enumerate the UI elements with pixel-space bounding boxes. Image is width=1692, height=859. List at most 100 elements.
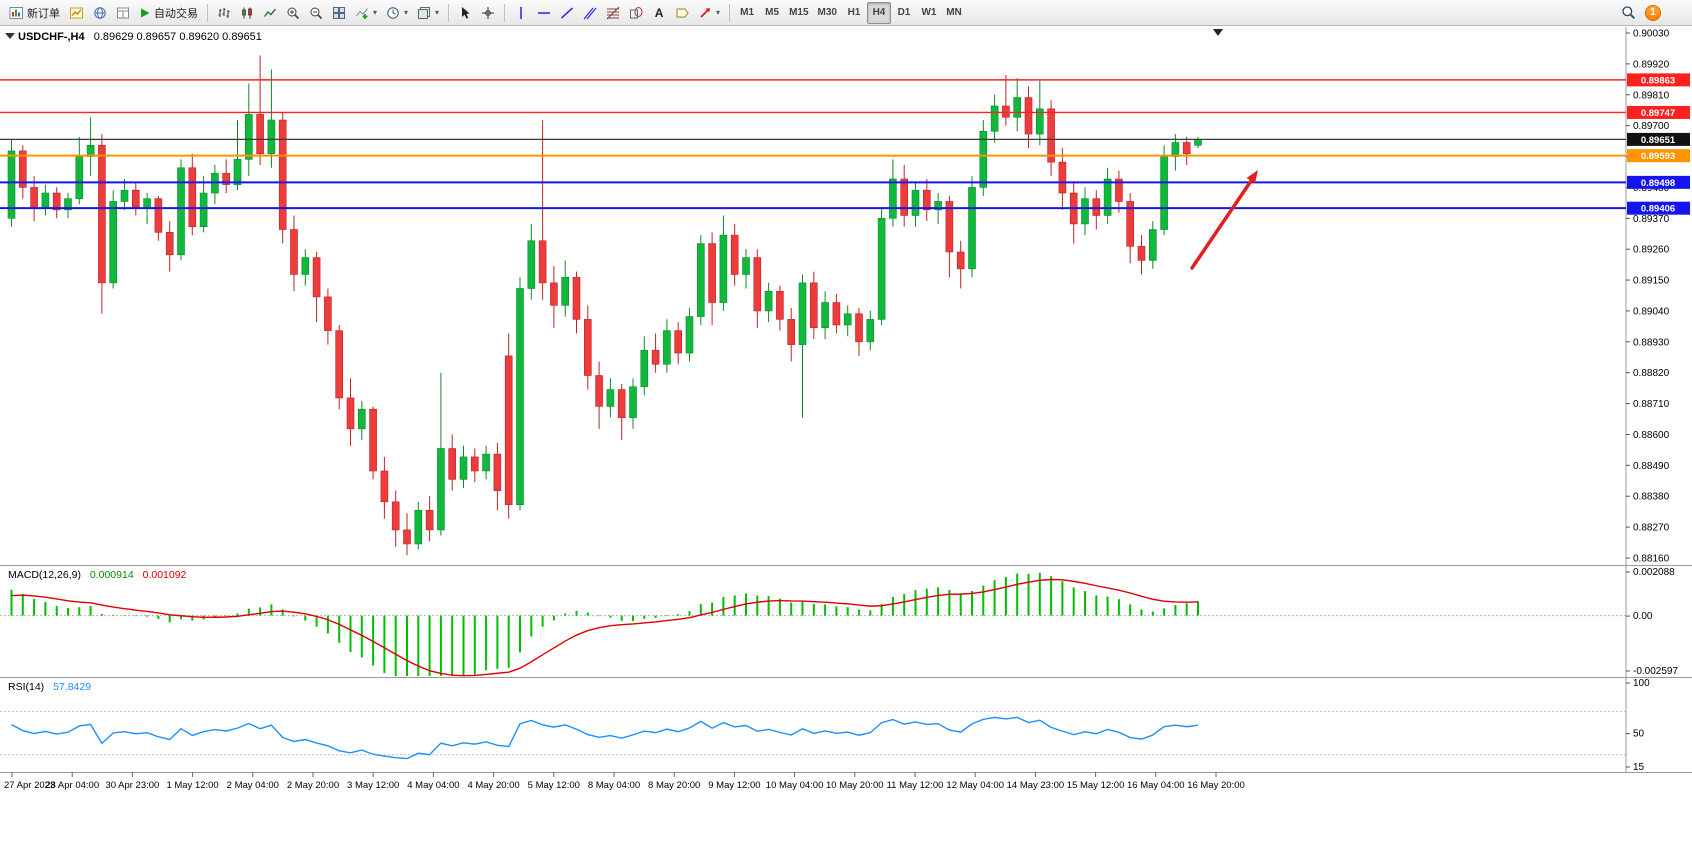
candle[interactable] <box>516 288 524 505</box>
candle[interactable] <box>1103 178 1112 216</box>
candle[interactable] <box>177 167 185 256</box>
timeframe-m1-button[interactable]: M1 <box>740 7 755 18</box>
candle[interactable] <box>437 448 445 531</box>
candle[interactable] <box>730 234 739 275</box>
candle[interactable] <box>267 119 276 155</box>
charts-window-button[interactable] <box>65 2 88 24</box>
candle[interactable] <box>527 240 536 289</box>
timeframe-d1-button[interactable]: D1 <box>897 7 911 18</box>
candle[interactable] <box>617 389 626 418</box>
candle[interactable] <box>75 156 84 199</box>
candle[interactable] <box>1013 97 1022 118</box>
candle[interactable] <box>945 201 954 253</box>
candle[interactable] <box>640 349 649 388</box>
candle[interactable] <box>504 355 513 505</box>
candle[interactable] <box>583 319 592 376</box>
candle[interactable] <box>809 282 818 329</box>
candle[interactable] <box>448 448 457 480</box>
candle[interactable] <box>855 313 863 343</box>
new-order-button[interactable]: 新订单 <box>5 2 64 24</box>
candle[interactable] <box>719 234 728 303</box>
candle[interactable] <box>1137 246 1146 261</box>
candle[interactable] <box>18 150 27 188</box>
candle[interactable] <box>233 159 242 185</box>
candle[interactable] <box>685 316 694 354</box>
label-tool-button[interactable] <box>671 2 693 24</box>
candle[interactable] <box>538 240 547 284</box>
candle[interactable] <box>278 119 287 230</box>
bar-chart-type-button[interactable] <box>213 2 235 24</box>
candle[interactable] <box>459 456 468 480</box>
candle[interactable] <box>832 302 841 326</box>
tile-windows-button[interactable] <box>328 2 350 24</box>
candle[interactable] <box>188 167 197 228</box>
candle[interactable] <box>956 251 965 270</box>
text-tool-button[interactable]: A <box>648 2 670 24</box>
candle[interactable] <box>470 456 479 472</box>
timeframe-mn-button[interactable]: MN <box>946 7 962 18</box>
timeframe-h4-button[interactable]: H4 <box>866 1 891 24</box>
timeframe-h1-button[interactable]: H1 <box>847 7 861 18</box>
candle[interactable] <box>143 198 151 208</box>
candle[interactable] <box>335 330 344 399</box>
candle[interactable] <box>357 408 366 430</box>
candle[interactable] <box>911 189 920 216</box>
search-button[interactable] <box>1617 2 1640 24</box>
candle[interactable] <box>380 470 389 503</box>
candle[interactable] <box>425 509 434 531</box>
candle[interactable] <box>1024 97 1033 135</box>
candle[interactable] <box>742 257 750 275</box>
candle[interactable] <box>990 105 999 132</box>
candle[interactable] <box>696 243 705 317</box>
candle[interactable] <box>1171 142 1180 157</box>
candle[interactable] <box>753 257 762 312</box>
candle[interactable] <box>64 198 72 211</box>
candle[interactable] <box>1081 198 1089 225</box>
candle[interactable] <box>776 290 784 320</box>
candle[interactable] <box>877 217 886 320</box>
candle[interactable] <box>199 192 208 228</box>
candle[interactable] <box>154 198 163 233</box>
autotrading-button[interactable]: 自动交易 <box>135 2 202 24</box>
crosshair-button[interactable] <box>477 2 499 24</box>
candle[interactable] <box>550 282 558 306</box>
candle[interactable] <box>52 192 61 211</box>
candle[interactable] <box>572 276 581 320</box>
candle[interactable] <box>1036 108 1044 135</box>
candle[interactable] <box>245 114 253 160</box>
candle[interactable] <box>866 319 875 343</box>
candle[interactable] <box>1047 108 1055 163</box>
candle[interactable] <box>369 408 377 472</box>
candle[interactable] <box>561 276 570 306</box>
timeframe-w1-button[interactable]: W1 <box>921 7 937 18</box>
candle[interactable] <box>30 187 38 208</box>
candle[interactable] <box>1058 161 1067 194</box>
candle[interactable] <box>1092 198 1101 216</box>
candle[interactable] <box>663 330 671 365</box>
candle[interactable] <box>651 349 660 365</box>
candle[interactable] <box>922 189 931 211</box>
indicators-button[interactable]: ▾ <box>351 2 381 24</box>
zoom-out-button[interactable] <box>305 2 327 24</box>
templates-button[interactable]: ▾ <box>413 2 443 24</box>
candle[interactable] <box>120 189 129 202</box>
market-watch-button[interactable] <box>89 2 111 24</box>
candle[interactable] <box>787 319 796 345</box>
candle[interactable] <box>629 386 637 418</box>
arrow-annotation[interactable] <box>1190 179 1253 270</box>
candle[interactable] <box>708 243 716 303</box>
candle[interactable] <box>290 229 298 275</box>
candle[interactable] <box>1115 178 1123 202</box>
candle[interactable] <box>98 144 106 284</box>
candle[interactable] <box>934 201 942 211</box>
candle[interactable] <box>764 290 773 312</box>
candle[interactable] <box>1126 201 1134 247</box>
candle[interactable] <box>1002 105 1010 118</box>
candle[interactable] <box>346 397 355 430</box>
candle[interactable] <box>7 150 16 219</box>
candle[interactable] <box>1160 156 1168 230</box>
candle[interactable] <box>256 114 264 155</box>
zoom-in-button[interactable] <box>282 2 304 24</box>
periods-button[interactable]: ▾ <box>382 2 412 24</box>
